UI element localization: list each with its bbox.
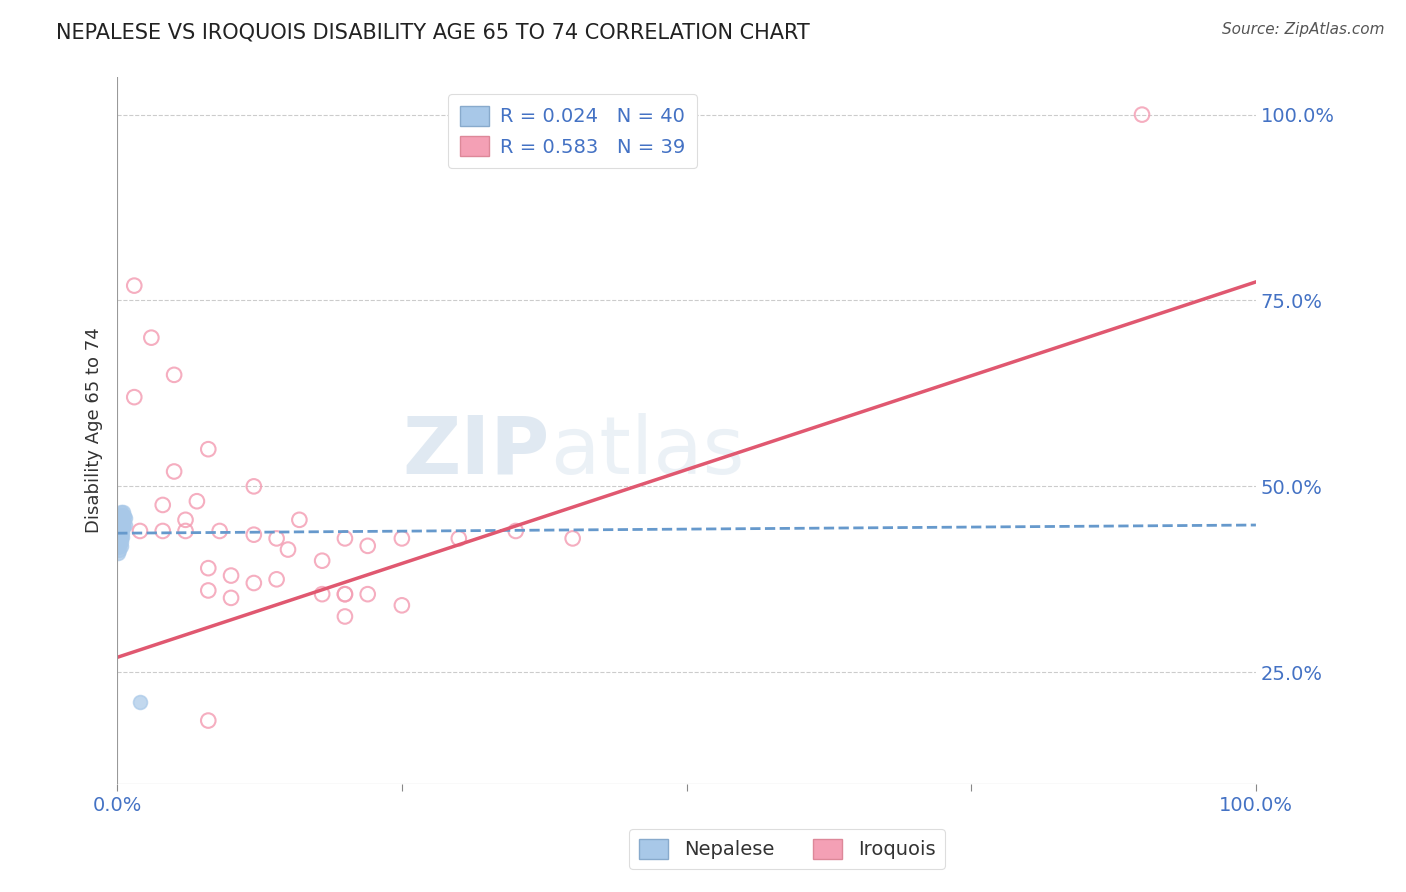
- Point: [163, 465, 186, 479]
- Point: [107, 520, 129, 534]
- Point: [108, 530, 131, 544]
- Point: [110, 515, 132, 529]
- Point: [112, 509, 135, 524]
- Point: [243, 576, 266, 591]
- Point: [111, 515, 134, 529]
- Point: [288, 513, 311, 527]
- Point: [152, 524, 174, 538]
- Point: [107, 515, 129, 529]
- Point: [107, 539, 129, 553]
- Point: [333, 532, 356, 546]
- Point: [107, 535, 129, 549]
- Point: [110, 535, 132, 549]
- Point: [197, 442, 219, 457]
- Point: [243, 527, 266, 541]
- Point: [197, 714, 219, 728]
- Point: [311, 587, 333, 601]
- Point: [208, 524, 231, 538]
- Point: [107, 524, 129, 538]
- Point: [122, 390, 145, 404]
- Point: [111, 518, 134, 533]
- Point: [152, 498, 174, 512]
- Point: [107, 527, 129, 541]
- Point: [391, 532, 413, 546]
- Legend: R = 0.024   N = 40, R = 0.583   N = 39: R = 0.024 N = 40, R = 0.583 N = 39: [449, 95, 697, 169]
- Point: [561, 532, 583, 546]
- Point: [186, 494, 208, 508]
- Point: [174, 513, 197, 527]
- Point: [111, 520, 134, 534]
- Point: [111, 505, 134, 519]
- Point: [357, 539, 380, 553]
- Point: [122, 278, 145, 293]
- Point: [110, 505, 132, 519]
- Point: [110, 520, 132, 534]
- Point: [111, 508, 134, 522]
- Point: [333, 587, 356, 601]
- Point: [108, 537, 131, 551]
- Point: [111, 530, 134, 544]
- Point: [1130, 107, 1153, 121]
- Point: [110, 527, 132, 541]
- Point: [447, 532, 470, 546]
- Point: [174, 524, 197, 538]
- Point: [114, 510, 136, 524]
- Point: [129, 524, 152, 538]
- Point: [197, 583, 219, 598]
- Point: [391, 599, 413, 613]
- Point: [107, 518, 129, 533]
- Point: [277, 542, 299, 557]
- Point: [108, 513, 131, 527]
- Point: [111, 523, 134, 537]
- Point: [108, 523, 131, 537]
- Point: [266, 532, 288, 546]
- Text: NEPALESE VS IROQUOIS DISABILITY AGE 65 TO 74 CORRELATION CHART: NEPALESE VS IROQUOIS DISABILITY AGE 65 T…: [56, 22, 810, 42]
- Point: [110, 518, 132, 533]
- Point: [111, 513, 134, 527]
- Point: [163, 368, 186, 382]
- Point: [108, 542, 131, 557]
- Point: [311, 554, 333, 568]
- Legend: Nepalese, Iroquois: Nepalese, Iroquois: [630, 829, 945, 869]
- Point: [110, 524, 132, 538]
- Point: [129, 695, 152, 709]
- Point: [333, 587, 356, 601]
- Y-axis label: Disability Age 65 to 74: Disability Age 65 to 74: [86, 327, 103, 533]
- Point: [333, 609, 356, 624]
- Point: [107, 546, 129, 560]
- Point: [111, 526, 134, 541]
- Point: [505, 524, 527, 538]
- Point: [114, 518, 136, 533]
- Point: [266, 572, 288, 586]
- Point: [108, 526, 131, 541]
- Point: [197, 561, 219, 575]
- Point: [108, 509, 131, 524]
- Point: [110, 532, 132, 546]
- Text: ZIP: ZIP: [402, 413, 550, 491]
- Point: [107, 541, 129, 555]
- Point: [219, 568, 242, 582]
- Text: Source: ZipAtlas.com: Source: ZipAtlas.com: [1222, 22, 1385, 37]
- Point: [141, 331, 163, 345]
- Point: [108, 533, 131, 547]
- Point: [243, 479, 266, 493]
- Point: [107, 532, 129, 546]
- Point: [357, 587, 380, 601]
- Point: [110, 539, 132, 553]
- Point: [219, 591, 242, 605]
- Text: atlas: atlas: [550, 413, 744, 491]
